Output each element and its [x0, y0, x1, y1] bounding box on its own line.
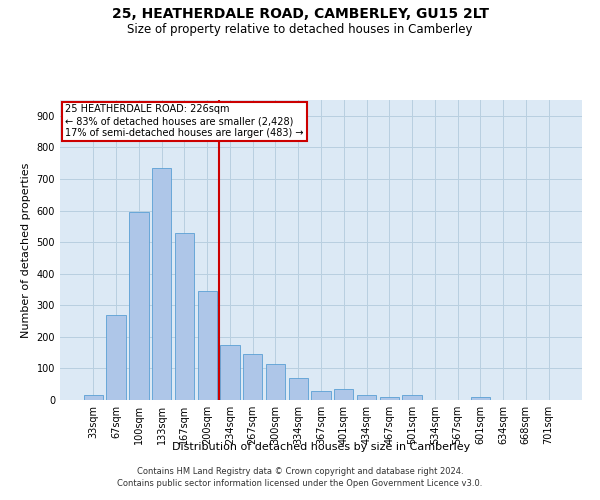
Bar — [197, 291, 217, 400]
Text: 25 HEATHERDALE ROAD: 226sqm
← 83% of detached houses are smaller (2,428)
17% of : 25 HEATHERDALE ROAD: 226sqm ← 83% of det… — [65, 104, 304, 138]
Bar — [84, 396, 103, 400]
Bar — [175, 232, 194, 400]
Text: Contains HM Land Registry data © Crown copyright and database right 2024.: Contains HM Land Registry data © Crown c… — [137, 468, 463, 476]
Bar — [129, 212, 149, 400]
Text: Size of property relative to detached houses in Camberley: Size of property relative to detached ho… — [127, 22, 473, 36]
Bar — [266, 364, 285, 400]
Bar — [334, 389, 353, 400]
Bar — [380, 397, 399, 400]
Bar — [403, 396, 422, 400]
Bar — [470, 397, 490, 400]
Bar — [152, 168, 172, 400]
Bar — [243, 354, 262, 400]
Bar — [311, 390, 331, 400]
Bar — [220, 344, 239, 400]
Bar — [357, 396, 376, 400]
Bar — [289, 378, 308, 400]
Bar — [106, 314, 126, 400]
Text: Distribution of detached houses by size in Camberley: Distribution of detached houses by size … — [172, 442, 470, 452]
Y-axis label: Number of detached properties: Number of detached properties — [21, 162, 31, 338]
Text: 25, HEATHERDALE ROAD, CAMBERLEY, GU15 2LT: 25, HEATHERDALE ROAD, CAMBERLEY, GU15 2L… — [112, 8, 488, 22]
Text: Contains public sector information licensed under the Open Government Licence v3: Contains public sector information licen… — [118, 479, 482, 488]
